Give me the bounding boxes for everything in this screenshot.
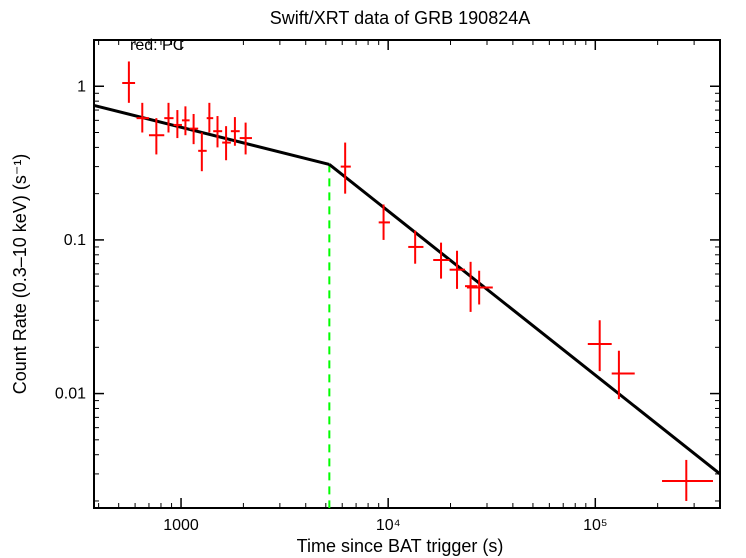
x-tick-label: 10⁴ (376, 517, 401, 534)
x-axis-minor-ticks (99, 40, 695, 508)
y-axis-minor-ticks (94, 93, 720, 501)
x-tick-label: 1000 (163, 517, 199, 534)
x-axis-ticks: 1000 10⁴ 10⁵ (163, 40, 607, 534)
x-tick-label: 10⁵ (583, 517, 607, 534)
y-tick-label: 0.1 (64, 232, 86, 249)
x-axis-label: Time since BAT trigger (s) (297, 536, 504, 556)
y-tick-label: 0.01 (55, 386, 86, 403)
chart-title: Swift/XRT data of GRB 190824A (270, 8, 530, 28)
model-lines (94, 105, 720, 473)
y-tick-label: 1 (77, 78, 86, 95)
y-axis-ticks: 0.01 0.1 1 (55, 78, 720, 402)
data-points (122, 61, 713, 501)
y-axis-label: Count Rate (0.3–10 keV) (s⁻¹) (10, 154, 30, 395)
plot-svg: Swift/XRT data of GRB 190824A red: PC 10… (0, 0, 746, 558)
chart-root: Swift/XRT data of GRB 190824A red: PC 10… (0, 0, 746, 558)
axis-box (94, 40, 720, 508)
